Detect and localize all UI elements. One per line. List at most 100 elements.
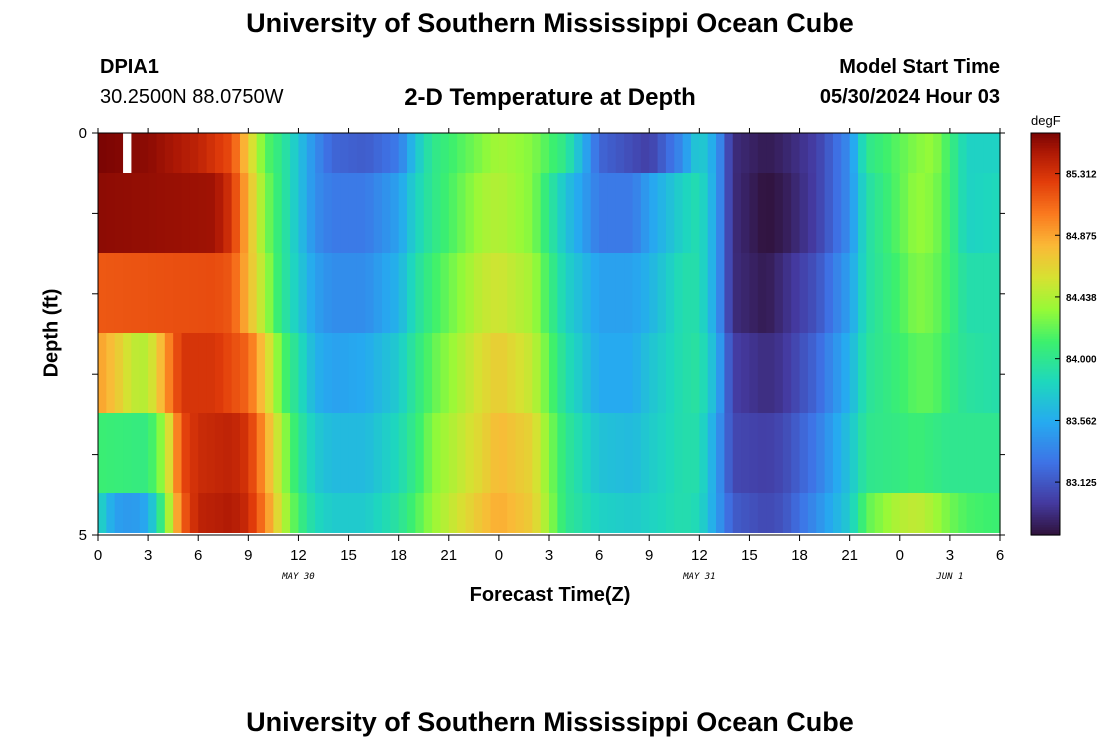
colorbar-segment (1031, 401, 1060, 405)
heatmap-cell (565, 133, 575, 173)
heatmap-cell (148, 333, 158, 413)
heatmap-cell (774, 173, 784, 253)
colorbar-segment (1031, 386, 1060, 390)
heatmap-cell (749, 253, 759, 333)
heatmap-cell (699, 253, 709, 333)
heatmap-cell (716, 333, 725, 413)
heatmap-cell (966, 133, 976, 173)
x-axis: 0 3 6 9 12 15 18 21 0 3 6 9 12 15 18 21 0 3 6 MAY 30 MAY 31 J… (94, 128, 1004, 582)
colorbar-segment (1031, 449, 1060, 453)
heatmap-cell (507, 413, 517, 493)
date-label: JUN 1 (935, 572, 963, 582)
heatmap-cell (983, 133, 993, 173)
heatmap-cell (164, 413, 174, 493)
heatmap-cell (365, 173, 375, 253)
colorbar-segment (1031, 497, 1060, 501)
colorbar-segment (1031, 507, 1060, 511)
heatmap-cell (440, 253, 450, 333)
heatmap-cell (290, 173, 300, 253)
colorbar-segment (1031, 527, 1060, 531)
colorbar-segment (1031, 517, 1060, 521)
colorbar-segment (1031, 487, 1060, 491)
colorbar-segment (1031, 220, 1060, 225)
heatmap-cell (206, 253, 216, 333)
heatmap-cell (716, 173, 725, 253)
model-start-label: Model Start Time (839, 56, 1000, 78)
y-axis: 05 (79, 125, 1005, 544)
colorbar-segment (1031, 489, 1060, 493)
heatmap-cell (991, 413, 1001, 493)
heatmap-cell (657, 413, 667, 493)
heatmap-cell (782, 333, 792, 413)
heatmap-cell (465, 333, 475, 413)
heatmap-cell (899, 333, 909, 413)
heatmap-cell (139, 133, 149, 173)
colorbar-segment (1031, 200, 1060, 204)
heatmap-cell (490, 133, 500, 173)
heatmap-cell (123, 413, 133, 493)
colorbar-segment (1031, 524, 1060, 529)
heatmap-cell (757, 133, 767, 173)
heatmap-cell (732, 253, 742, 333)
colorbar-segment (1031, 502, 1060, 506)
heatmap-cell (265, 133, 274, 173)
heatmap-cell (632, 493, 642, 533)
x-tick-label: 15 (741, 547, 758, 564)
heatmap-cell (365, 333, 375, 413)
heatmap-cell (883, 253, 893, 333)
page-title: University of Southern Mississippi Ocean… (246, 8, 854, 38)
colorbar-segment (1031, 519, 1060, 524)
colorbar-segment (1031, 364, 1060, 368)
colorbar-segment (1031, 256, 1060, 260)
heatmap-cell (214, 333, 224, 413)
heatmap-cell (866, 333, 876, 413)
heatmap-cell (106, 333, 116, 413)
heatmap-cell (373, 253, 383, 333)
colorbar-segment (1031, 203, 1060, 207)
colorbar-segment (1031, 293, 1060, 297)
heatmap-cell (331, 333, 341, 413)
x-tick-label: 15 (340, 547, 357, 564)
heatmap-cell (640, 173, 650, 253)
heatmap-cell (724, 413, 734, 493)
heatmap-cell (674, 493, 684, 533)
heatmap-cell (407, 333, 416, 413)
heatmap-cell (974, 333, 984, 413)
heatmap-cell (306, 413, 316, 493)
colorbar-segment (1031, 336, 1060, 340)
heatmap-cell (265, 333, 274, 413)
colorbar-segment (1031, 359, 1060, 363)
heatmap-cell (148, 133, 158, 173)
heatmap-cell (415, 413, 425, 493)
heatmap-cell (799, 173, 809, 253)
colorbar-segment (1031, 512, 1060, 516)
colorbar-segment (1031, 484, 1060, 488)
colorbar-segment (1031, 258, 1060, 262)
heatmap-cell (574, 173, 584, 253)
colorbar-tick-label: 85.312 (1066, 170, 1097, 181)
heatmap-cell (624, 493, 634, 533)
heatmap-cell (214, 173, 224, 253)
heatmap-cell (348, 413, 358, 493)
heatmap-cell (131, 333, 141, 413)
heatmap-cell (223, 493, 233, 533)
colorbar-segment (1031, 261, 1060, 265)
heatmap-cell (181, 413, 191, 493)
heatmap-cell (949, 253, 959, 333)
heatmap-cell (632, 333, 642, 413)
heatmap-cell (949, 413, 959, 493)
heatmap-cell (958, 173, 968, 253)
heatmap-cell (323, 173, 333, 253)
heatmap-cell (757, 253, 767, 333)
heatmap-cell (323, 493, 333, 533)
heatmap-cell (348, 173, 358, 253)
heatmap-cell (131, 253, 141, 333)
heatmap-cell (832, 253, 842, 333)
heatmap-cell (448, 173, 458, 253)
heatmap-cell (799, 493, 809, 533)
heatmap-cell (958, 413, 968, 493)
heatmap-cell (290, 493, 300, 533)
colorbar-segment (1031, 180, 1060, 184)
heatmap-cell (523, 413, 533, 493)
colorbar-segment (1031, 175, 1060, 179)
